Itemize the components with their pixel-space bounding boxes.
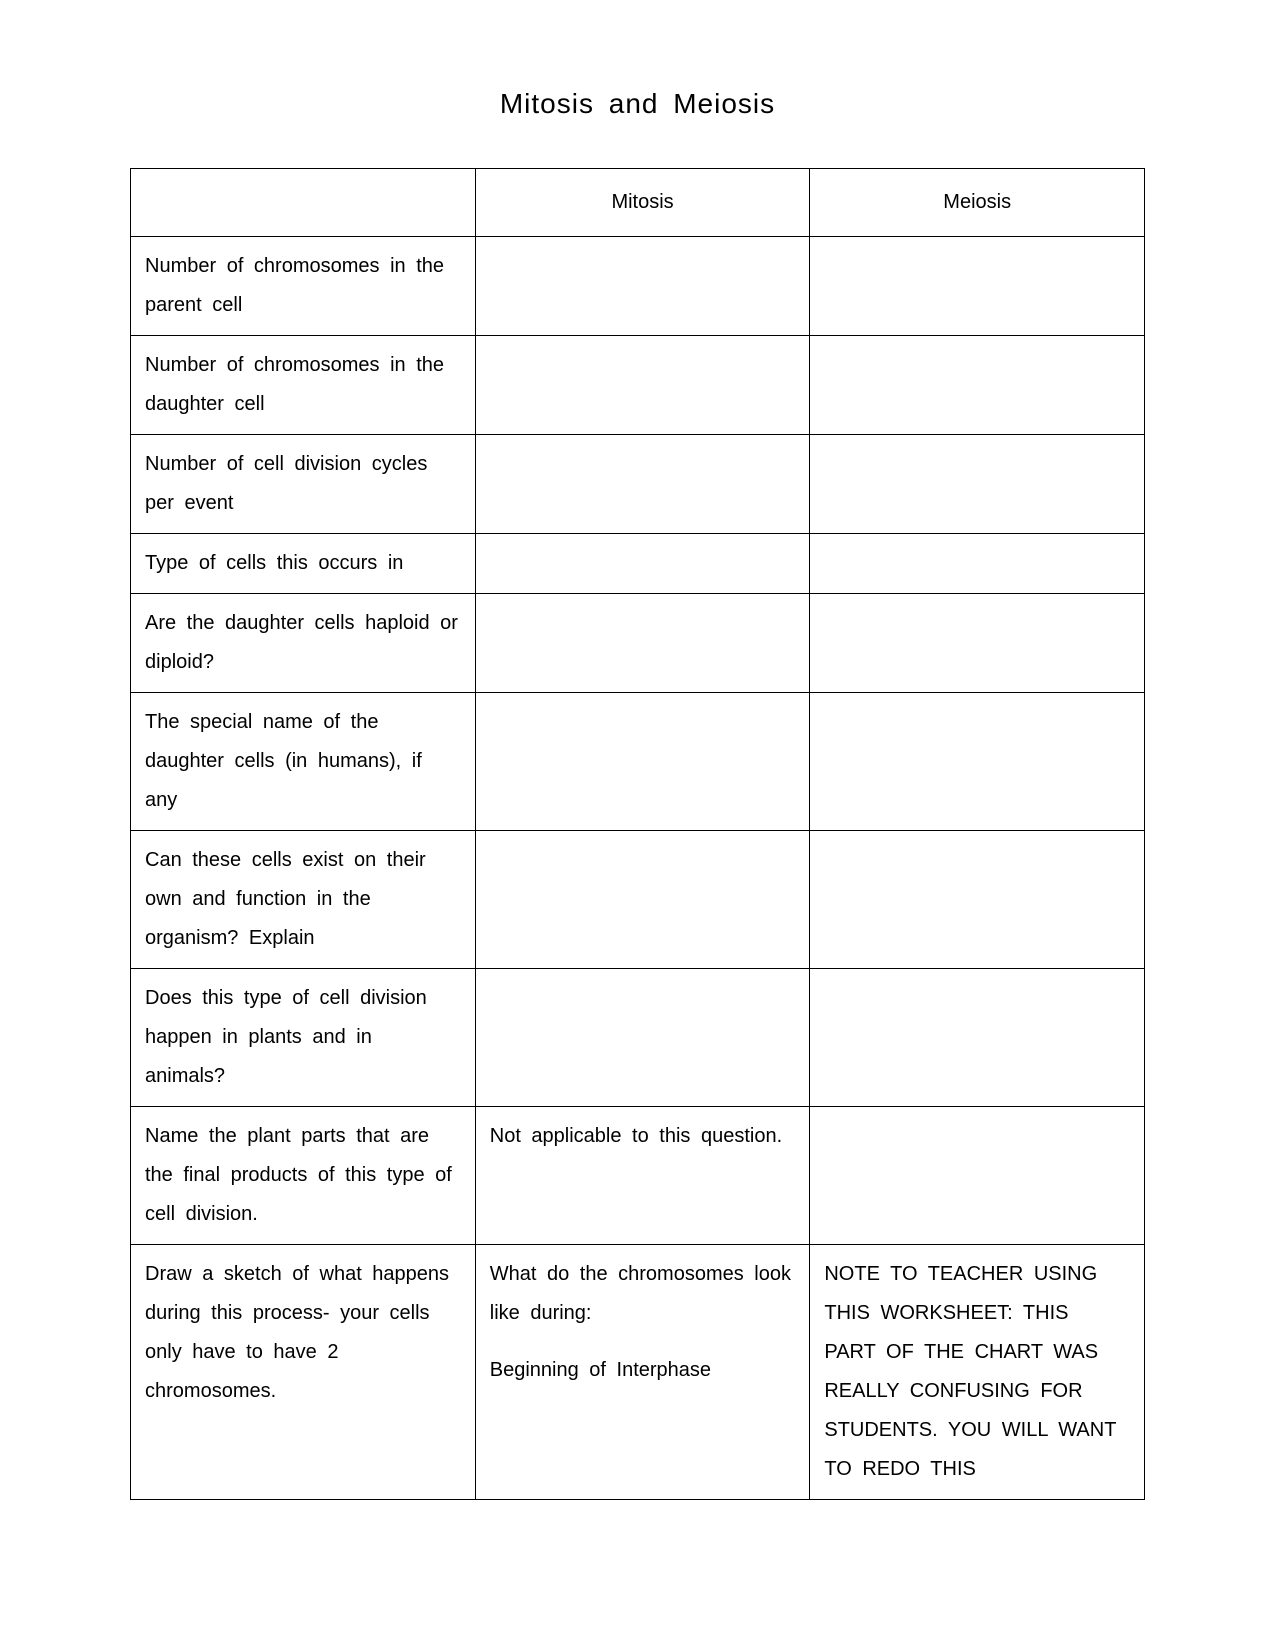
- table-header-row: Mitosis Meiosis: [131, 169, 1145, 237]
- table-row: Type of cells this occurs in: [131, 534, 1145, 594]
- row-label: Number of cell division cycles per event: [131, 435, 476, 534]
- meiosis-cell: NOTE TO TEACHER USING THIS WORKSHEET: TH…: [810, 1245, 1145, 1500]
- mitosis-cell-para: What do the chromosomes look like during…: [490, 1255, 796, 1333]
- row-label: Draw a sketch of what happens during thi…: [131, 1245, 476, 1500]
- row-label: Number of chromosomes in the daughter ce…: [131, 336, 476, 435]
- meiosis-cell: [810, 237, 1145, 336]
- table-row: Number of cell division cycles per event: [131, 435, 1145, 534]
- page-title: Mitosis and Meiosis: [130, 88, 1145, 120]
- mitosis-cell: [475, 534, 810, 594]
- header-mitosis: Mitosis: [475, 169, 810, 237]
- mitosis-cell: [475, 594, 810, 693]
- mitosis-cell: [475, 435, 810, 534]
- worksheet-page: Mitosis and Meiosis Mitosis Meiosis Numb…: [0, 0, 1275, 1650]
- row-label: The special name of the daughter cells (…: [131, 693, 476, 831]
- mitosis-cell: [475, 237, 810, 336]
- row-label: Are the daughter cells haploid or diploi…: [131, 594, 476, 693]
- meiosis-cell: [810, 435, 1145, 534]
- table-row: The special name of the daughter cells (…: [131, 693, 1145, 831]
- mitosis-cell: [475, 693, 810, 831]
- meiosis-cell: [810, 831, 1145, 969]
- row-label: Number of chromosomes in the parent cell: [131, 237, 476, 336]
- table-row: Name the plant parts that are the final …: [131, 1107, 1145, 1245]
- row-label: Does this type of cell division happen i…: [131, 969, 476, 1107]
- table-row: Can these cells exist on their own and f…: [131, 831, 1145, 969]
- mitosis-cell-para: Beginning of Interphase: [490, 1351, 796, 1390]
- mitosis-cell: [475, 336, 810, 435]
- table-row: Does this type of cell division happen i…: [131, 969, 1145, 1107]
- mitosis-cell: [475, 969, 810, 1107]
- table-row: Number of chromosomes in the daughter ce…: [131, 336, 1145, 435]
- table-row: Number of chromosomes in the parent cell: [131, 237, 1145, 336]
- meiosis-cell: [810, 1107, 1145, 1245]
- meiosis-cell: [810, 594, 1145, 693]
- meiosis-cell: [810, 534, 1145, 594]
- meiosis-cell: [810, 693, 1145, 831]
- row-label: Name the plant parts that are the final …: [131, 1107, 476, 1245]
- header-meiosis: Meiosis: [810, 169, 1145, 237]
- meiosis-cell: [810, 969, 1145, 1107]
- meiosis-cell: [810, 336, 1145, 435]
- table-row: Are the daughter cells haploid or diploi…: [131, 594, 1145, 693]
- header-blank: [131, 169, 476, 237]
- row-label: Can these cells exist on their own and f…: [131, 831, 476, 969]
- row-label: Type of cells this occurs in: [131, 534, 476, 594]
- mitosis-cell: [475, 831, 810, 969]
- comparison-table: Mitosis Meiosis Number of chromosomes in…: [130, 168, 1145, 1500]
- table-row: Draw a sketch of what happens during thi…: [131, 1245, 1145, 1500]
- mitosis-cell: Not applicable to this question.: [475, 1107, 810, 1245]
- mitosis-cell: What do the chromosomes look like during…: [475, 1245, 810, 1500]
